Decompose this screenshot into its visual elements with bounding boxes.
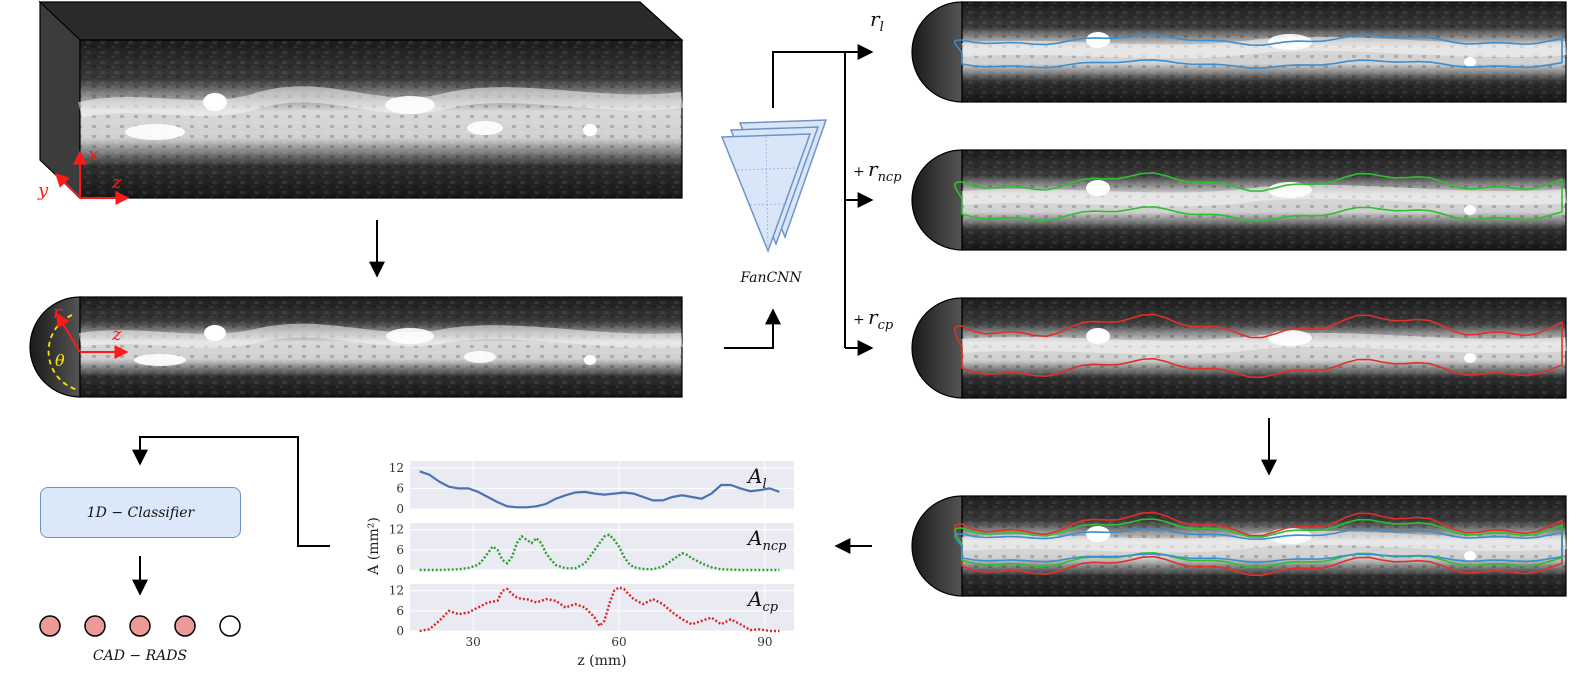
axis-z-label: z: [111, 172, 122, 193]
segmentation-rl-panel: [911, 1, 1567, 103]
y-tick-label: 6: [396, 604, 404, 618]
polar-axes: r z θ: [53, 302, 129, 370]
output-label-rl: rl: [870, 7, 884, 35]
svg-text:rl: rl: [870, 7, 884, 35]
axis-z-label-polar: z: [111, 324, 122, 345]
fancnn-label: FanCNN: [739, 270, 802, 286]
svg-text:+: +: [853, 164, 865, 180]
series-line-A_l: [419, 470, 780, 509]
x-axis-label: z (mm): [577, 653, 626, 669]
series-line-A_cp: [419, 586, 780, 633]
series-line-A_ncp: [419, 533, 780, 572]
arrow-polar-to-fancnn: [724, 308, 781, 349]
axis-theta-label: θ: [55, 351, 65, 370]
polar-image: [29, 296, 683, 398]
axis-y-label: y: [37, 180, 49, 201]
segmentation-rncp-panel: [911, 149, 1567, 251]
y-tick-label: 0: [396, 502, 404, 516]
arrow-chart-to-classifier: [132, 436, 330, 547]
x-tick-label: 90: [757, 635, 772, 649]
series-label-A_ncp: Ancp: [746, 526, 787, 554]
svg-text:rncp: rncp: [868, 157, 902, 185]
area-chart: 0 6 12 Al 0 6 12 Ancp 0 6 12 Acp 30 60 90 z (mm) A (mm²): [366, 461, 794, 669]
y-tick-label: 0: [396, 624, 404, 638]
x-tick-label: 60: [611, 635, 626, 649]
xyz-axes: x z y: [37, 144, 130, 205]
contour-line: [954, 313, 1563, 379]
chart-panel-bg: [410, 523, 794, 570]
cadrads-circle-4: [174, 615, 196, 637]
y-tick-label: 12: [389, 461, 404, 475]
series-label-A_cp: Acp: [746, 587, 779, 615]
fancnn-icon: FanCNN: [720, 119, 828, 286]
cadrads-circle-2: [84, 615, 106, 637]
contour-line: [954, 528, 1563, 563]
y-tick-label: 0: [396, 563, 404, 577]
y-tick-label: 12: [389, 584, 404, 598]
segmentation-combined-panel: [911, 495, 1567, 597]
cadrads-label: CAD − RADS: [93, 648, 187, 664]
output-label-rcp: + rcp: [853, 305, 894, 333]
y-tick-label: 6: [396, 481, 404, 495]
axis-r-label: r: [53, 302, 63, 323]
ct-volume-3d: [38, 0, 684, 200]
cadrads-scale: [39, 615, 241, 637]
contour-line: [954, 34, 1563, 69]
cadrads-circle-1: [39, 615, 61, 637]
svg-text:+: +: [853, 312, 865, 328]
series-label-A_l: Al: [746, 464, 767, 492]
output-label-rncp: + rncp: [853, 157, 902, 185]
contour-line: [954, 511, 1563, 577]
cadrads-circle-5: [219, 615, 241, 637]
chart-panel-bg: [410, 584, 794, 631]
x-tick-label: 30: [466, 635, 481, 649]
classifier-label: 1D − Classifier: [86, 504, 195, 521]
axis-x-label: x: [88, 144, 98, 165]
arrow-fancnn-out: [772, 51, 845, 108]
y-tick-label: 6: [396, 543, 404, 557]
cadrads-circle-3: [129, 615, 151, 637]
classifier-box: 1D − Classifier: [40, 487, 241, 538]
segmentation-rcp-panel: [911, 297, 1567, 399]
y-axis-label: A (mm²): [366, 517, 382, 576]
contour-line: [954, 172, 1563, 223]
y-tick-label: 12: [389, 523, 404, 537]
svg-text:rcp: rcp: [868, 305, 894, 333]
